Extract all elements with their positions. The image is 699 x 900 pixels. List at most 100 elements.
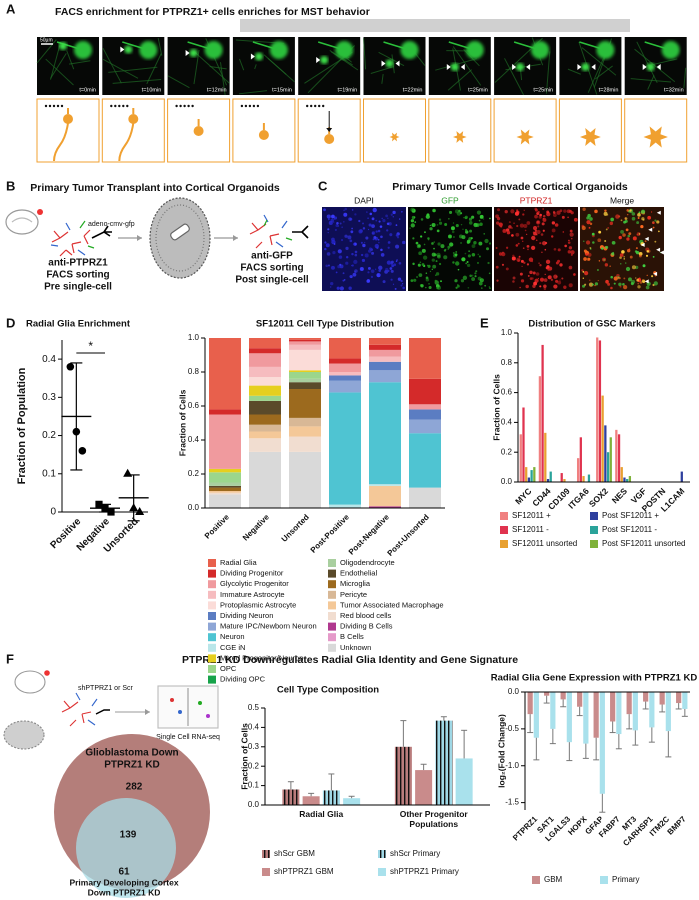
bar [616,692,622,735]
micrograph-signal [440,280,442,283]
micrograph-signal [607,282,611,286]
antibody-icon [91,225,112,239]
bar-segment [249,414,281,425]
micrograph-signal [385,267,389,272]
legend-label: Dividing Progenitor [220,569,284,578]
micrograph-signal [488,272,491,275]
x-tick-label: Negative [241,512,271,542]
transplant-diagram [5,197,309,279]
cell-process [644,41,671,51]
legend-swatch [500,512,508,520]
bar-segment [209,487,241,491]
legend-label: GBM [544,875,563,884]
micrograph-signal [601,247,604,250]
bar-segment [249,338,281,349]
bar-segment [409,338,441,379]
micrograph-signal [623,277,626,280]
micrograph-signal [638,233,641,235]
bar [577,692,583,707]
micrograph-signal [624,262,627,264]
legend-swatch [328,622,336,631]
venn-set-label: Primary Developing Cortex [69,877,178,887]
micrograph-signal [605,228,608,231]
micrograph-signal [592,241,595,244]
migrating-cell [189,49,198,57]
micrograph-signal [501,252,506,257]
arrowhead [656,210,661,215]
micrograph-signal [401,210,403,213]
micrograph-signal [341,226,343,229]
legend-swatch [328,559,336,567]
micrograph-signal [395,244,400,249]
micrograph-signal [418,251,423,256]
y-tick-label: 0.0 [501,477,513,486]
micrograph-signal [523,261,526,264]
micrograph-signal [547,275,552,280]
y-tick-label: 0.1 [42,468,56,479]
legend-label: shScr GBM [274,849,315,858]
migrating-cell [385,59,394,68]
timepoint-label: t=19min [337,87,357,93]
y-axis-label: Fraction of Cells [491,374,501,441]
y-tick-label: 0.5 [248,703,260,712]
micrograph-signal [556,275,558,278]
micrograph-signal [374,243,379,249]
legend-label: B Cells [340,632,364,641]
micrograph-signal [618,282,622,287]
micrograph-signal [519,272,523,276]
micrograph-signal [535,239,538,242]
micrograph-signal [434,279,437,283]
micrograph-signal [537,225,540,228]
cell-process [579,41,606,51]
arrowhead [250,53,255,60]
organoid [149,197,211,279]
micrograph-signal [417,263,421,267]
micrograph-signal [422,255,428,260]
bar-segment [289,426,321,437]
timepoint-label: t=22min [403,87,423,93]
bar [680,471,683,482]
micrograph-signal [526,221,531,225]
micrograph-signal [336,286,340,290]
micrograph-signal [371,217,375,221]
micrograph-signal [471,215,475,219]
fiber [209,66,227,70]
bar [538,376,542,482]
micrograph-signal [483,233,485,235]
micrograph-signal [387,241,391,244]
micrograph-signal [632,236,637,241]
micrograph-signal [425,286,427,289]
sketch-frame [558,98,622,163]
y-tick-label: 1.0 [188,333,200,342]
y-tick-label: 0.3 [248,742,260,751]
micrograph-signal [417,244,421,248]
micrograph-signal [325,264,329,268]
fiber [102,47,122,84]
micrograph-signal [429,227,433,231]
micrograph-signal [482,218,485,220]
micrograph-signal [626,209,630,212]
micrograph-signal [371,251,375,255]
micrograph-signal [533,226,538,231]
micrograph-signal [343,212,348,217]
micrograph-signal [611,240,616,245]
data-point [78,447,87,455]
micrograph-signal [365,236,369,240]
bar-segment [249,377,281,386]
fiber [50,41,62,80]
legend-swatch [208,569,216,578]
y-tick-label: 0.6 [188,401,200,410]
micrograph-signal [605,245,609,249]
cell-process [513,41,541,51]
cell-process [252,41,280,51]
micrograph-signal [469,274,472,278]
micrograph-signal [352,272,357,277]
bar [676,692,682,704]
micrograph-signal [588,282,594,287]
micrograph-signal [642,279,646,284]
micrograph-signal [367,271,370,274]
micrograph-signal [536,234,538,236]
bar [617,434,621,482]
micrograph-signal [374,268,377,271]
micrograph-signal [327,218,330,221]
